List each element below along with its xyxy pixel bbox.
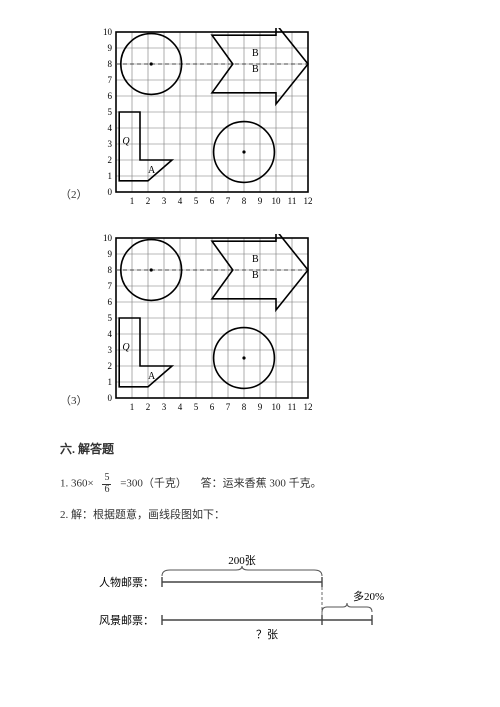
fraction-5-6: 5 6 (102, 473, 111, 495)
grid-2-label: （2） (60, 186, 88, 202)
answer-1: 1. 360× 5 6 =300（千克） 答：运来香蕉 300 千克。 (60, 473, 440, 495)
svg-text:风景邮票：: 风景邮票： (99, 614, 154, 627)
svg-text:4: 4 (177, 196, 182, 206)
svg-text:3: 3 (161, 402, 166, 412)
svg-text:9: 9 (107, 249, 112, 259)
svg-text:200张: 200张 (228, 554, 256, 567)
svg-text:10: 10 (103, 28, 113, 37)
svg-text:人物邮票：: 人物邮票： (99, 575, 154, 589)
fraction-denominator: 6 (102, 485, 111, 496)
svg-text:3: 3 (161, 196, 166, 206)
svg-text:8: 8 (107, 59, 112, 69)
svg-text:12: 12 (303, 196, 312, 206)
svg-text:？张: ？张 (256, 628, 278, 641)
grid-figure-3: （3） 012345678910123456789101112AQBB (60, 234, 440, 414)
grid-3-svg: 012345678910123456789101112AQBB (98, 234, 312, 414)
svg-text:4: 4 (177, 402, 182, 412)
line-segment-diagram: 人物邮票： 200张风景邮票： 多20% ？张 (80, 548, 440, 661)
grid-figure-2: （2） 012345678910123456789101112AQBB (60, 28, 440, 208)
svg-text:8: 8 (241, 196, 246, 206)
svg-text:7: 7 (225, 402, 230, 412)
svg-text:0: 0 (107, 187, 112, 197)
svg-text:B: B (252, 64, 259, 75)
svg-text:9: 9 (107, 43, 112, 53)
svg-text:9: 9 (257, 402, 262, 412)
svg-text:3: 3 (107, 345, 112, 355)
svg-text:2: 2 (145, 196, 150, 206)
svg-text:B: B (252, 48, 259, 59)
svg-text:1: 1 (129, 196, 134, 206)
svg-text:4: 4 (107, 329, 112, 339)
svg-text:Q: Q (122, 342, 130, 353)
svg-text:3: 3 (107, 139, 112, 149)
svg-text:10: 10 (271, 196, 281, 206)
svg-text:0: 0 (107, 393, 112, 403)
svg-text:11: 11 (287, 196, 296, 206)
grid-3-label: （3） (60, 392, 88, 408)
svg-text:5: 5 (107, 107, 112, 117)
svg-text:5: 5 (193, 196, 198, 206)
svg-text:B: B (252, 270, 259, 281)
svg-text:6: 6 (209, 402, 214, 412)
svg-text:11: 11 (287, 402, 296, 412)
svg-text:A: A (148, 165, 156, 176)
answer-1-rest: =300（千克） 答：运来香蕉 300 千克。 (120, 478, 321, 490)
svg-text:10: 10 (103, 234, 113, 243)
svg-text:Q: Q (122, 136, 130, 147)
svg-text:7: 7 (107, 281, 112, 291)
svg-text:2: 2 (107, 155, 112, 165)
svg-text:2: 2 (107, 361, 112, 371)
svg-text:6: 6 (107, 91, 112, 101)
svg-text:2: 2 (145, 402, 150, 412)
svg-text:A: A (148, 371, 156, 382)
svg-text:1: 1 (107, 171, 112, 181)
svg-text:8: 8 (107, 265, 112, 275)
svg-text:B: B (252, 254, 259, 265)
svg-text:7: 7 (107, 75, 112, 85)
section-6-title: 六. 解答题 (60, 440, 440, 457)
svg-text:5: 5 (107, 313, 112, 323)
svg-text:多20%: 多20% (353, 589, 384, 603)
svg-text:9: 9 (257, 196, 262, 206)
svg-text:6: 6 (209, 196, 214, 206)
answer-1-prefix: 1. 360× (60, 478, 94, 490)
svg-text:10: 10 (271, 402, 281, 412)
svg-text:6: 6 (107, 297, 112, 307)
svg-text:5: 5 (193, 402, 198, 412)
svg-text:1: 1 (129, 402, 134, 412)
grid-2-svg: 012345678910123456789101112AQBB (98, 28, 312, 208)
svg-text:8: 8 (241, 402, 246, 412)
svg-text:1: 1 (107, 377, 112, 387)
answer-2: 2. 解：根据题意，画线段图如下： (60, 505, 440, 526)
svg-text:7: 7 (225, 196, 230, 206)
svg-text:4: 4 (107, 123, 112, 133)
fraction-numerator: 5 (102, 473, 111, 485)
svg-text:12: 12 (303, 402, 312, 412)
